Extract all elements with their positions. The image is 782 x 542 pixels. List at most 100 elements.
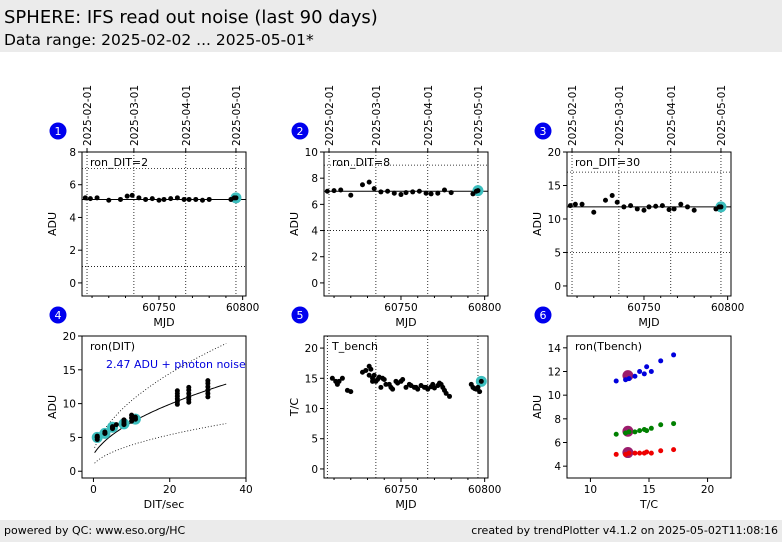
panel-2-ytick-label: 0	[311, 278, 318, 290]
panel-6-series-2-point	[626, 429, 632, 435]
panel-2-axes-frame	[323, 151, 489, 297]
panel-5-label: T_bench	[331, 340, 378, 353]
panel-5-data-point	[475, 384, 481, 390]
panel-4-current-point	[94, 434, 100, 440]
panel-4-upper-limit-curve	[94, 343, 227, 448]
panel-3-xtick-label: 60750	[627, 302, 660, 314]
panel-5-xtick-label: 60800	[468, 484, 501, 496]
panel-3-data-point	[602, 197, 608, 203]
panel-1-data-point	[199, 197, 205, 203]
panel-2-xlabel: MJD	[395, 316, 416, 329]
panel-2-data-point	[324, 188, 330, 194]
panel-3-label: ron_DIT=30	[575, 156, 640, 169]
panel-4-ytick-label: 15	[63, 365, 76, 377]
panel-1-data-point	[82, 195, 88, 201]
panel-1-data-point	[129, 192, 135, 198]
panel-1-date-label: 2025-03-01	[129, 85, 141, 146]
panel-1-xtick-label: 60800	[226, 302, 259, 314]
panel-6-axes-frame	[566, 335, 732, 479]
panel-1-data-point	[117, 196, 123, 202]
panel-2-data-point	[410, 189, 416, 195]
panel-3-axes-frame	[566, 151, 732, 297]
panel-2-ytick-label: 10	[305, 147, 318, 159]
panel-1-ytick-label: 4	[69, 212, 76, 224]
panel-5-data-point	[381, 377, 387, 383]
panel-2-label: ron_DIT=8	[332, 156, 390, 169]
panel-6-series-2-point	[644, 428, 650, 434]
panel-6-label: ron(Tbench)	[575, 340, 642, 353]
footer-created-by: created by trendPlotter v4.1.2 on 2025-0…	[471, 524, 778, 537]
panel-6-ytick-label: 4	[554, 461, 561, 473]
panel-1-axes-frame	[81, 151, 247, 297]
panel-6-series-1-point	[644, 364, 650, 370]
panel-4-ytick-label: 5	[69, 432, 76, 444]
panel-6-ytick-label: 6	[554, 438, 561, 450]
panel-5-badge-number: 5	[297, 309, 304, 322]
panel-5-data-point	[403, 384, 409, 390]
panel-1-badge-number: 1	[55, 125, 62, 138]
panel-3-date-label: 2025-04-01	[666, 85, 678, 146]
panel-2-badge-number: 2	[297, 125, 304, 138]
panel-1-data-point	[124, 193, 130, 199]
panel-3-data-point	[628, 203, 634, 209]
panel-4-data-point	[205, 378, 211, 384]
panel-1-data-point	[168, 196, 174, 202]
panel-2-data-point	[470, 191, 476, 197]
panel-6-series-2-point	[613, 431, 619, 437]
panel-5-ylabel: T/C	[288, 398, 301, 417]
panel-3-ytick-label: 20	[548, 147, 561, 159]
panel-3-data-point	[678, 201, 684, 207]
panel-6-xlabel: T/C	[639, 498, 658, 511]
panel-6-series-3-point	[626, 450, 632, 456]
panel-2-ytick-label: 8	[311, 173, 318, 185]
panel-5-ytick-label: 0	[311, 464, 318, 476]
panel-2-data-point	[359, 182, 365, 188]
panel-3-xtick-label: 60800	[711, 302, 744, 314]
panel-1-data-point	[106, 197, 112, 203]
panel-2-current-point	[475, 188, 481, 194]
panel-6-xtick-label: 20	[701, 484, 714, 496]
panel-5-ytick-label: 5	[311, 434, 318, 446]
panel-3-date-label: 2025-02-01	[567, 85, 579, 146]
panel-1-data-point	[87, 196, 93, 202]
panel-6-series-1-point	[637, 369, 643, 374]
panel-2-data-point	[331, 188, 337, 194]
panel-3-date-label: 2025-03-01	[614, 85, 626, 146]
panel-3-data-point	[567, 203, 573, 209]
panel-2-data-point	[435, 190, 441, 196]
panel-5-ytick-label: 20	[305, 343, 318, 355]
panel-4-ytick-label: 10	[63, 399, 76, 411]
panel-5-data-point	[447, 393, 453, 399]
panel-3-data-point	[646, 204, 652, 210]
panel-2-data-point	[416, 188, 422, 194]
panel-2-data-point	[423, 190, 429, 196]
panel-1-ylabel: ADU	[46, 212, 59, 236]
panel-4-current-point	[121, 421, 127, 427]
panel-4-fit-curve	[94, 383, 227, 453]
panel-1-data-point	[161, 196, 167, 202]
panel-6-badge	[534, 306, 552, 324]
panel-3-data-point	[609, 193, 615, 199]
panel-2-ytick-label: 2	[311, 252, 318, 264]
panel-4-ytick-label: 0	[69, 466, 76, 478]
panel-3-data-point	[614, 199, 620, 205]
panel-6-ytick-label: 14	[548, 343, 562, 355]
panel-6-series-3-point	[644, 449, 650, 455]
panel-3-data-point	[659, 203, 665, 209]
panel-1-ytick-label: 8	[69, 147, 76, 159]
panel-2-date-label: 2025-04-01	[423, 85, 435, 146]
panel-2-data-point	[371, 186, 377, 192]
panel-4-data-point	[113, 422, 119, 428]
panel-1-date-label: 2025-02-01	[82, 85, 94, 146]
panel-2-ytick-label: 6	[311, 199, 318, 211]
panel-2-data-point	[348, 192, 354, 198]
panel-3-data-point	[671, 206, 677, 212]
panel-5-badge	[291, 306, 309, 324]
panel-6-series-3-point	[637, 450, 643, 456]
panel-3-data-point	[641, 207, 647, 213]
panel-5-data-point	[477, 389, 483, 395]
panel-2-data-point	[398, 192, 404, 198]
panel-4-data-point	[186, 384, 192, 390]
panel-5-xlabel: MJD	[395, 498, 416, 511]
panel-2-badge	[291, 122, 309, 140]
